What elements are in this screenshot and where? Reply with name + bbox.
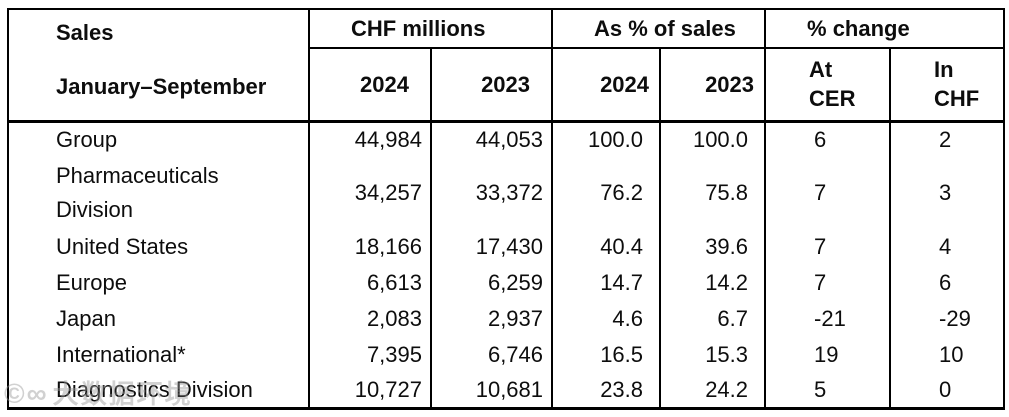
change-at-cer-value: 5 — [764, 373, 891, 409]
header-at-cer-line2: CER — [809, 86, 856, 112]
chf-2024-value: 7,395 — [308, 337, 431, 373]
change-in-chf-value: 3 — [889, 157, 1005, 229]
change-in-chf-value: 10 — [889, 337, 1005, 373]
header-sales-period: January–September — [56, 73, 267, 99]
pct-2023-value: 39.6 — [659, 229, 766, 265]
change-at-cer-value: 19 — [764, 337, 891, 373]
header-at-cer-line1: At — [809, 57, 833, 83]
table-row-group: Group 44,984 44,053 100.0 100.0 6 2 — [8, 121, 1005, 157]
table-row-international: International* 7,395 6,746 16.5 15.3 19 … — [8, 337, 1005, 373]
pct-2024-value: 76.2 — [551, 157, 661, 229]
header-in-chf-line1: In — [934, 57, 954, 83]
row-label: Group — [56, 126, 118, 152]
change-at-cer-value: 7 — [764, 265, 891, 301]
pct-2024-value: 40.4 — [551, 229, 661, 265]
change-at-cer-value: -21 — [764, 301, 891, 337]
row-label: Diagnostics Division — [56, 377, 253, 402]
chf-2024-value: 10,727 — [308, 373, 431, 409]
change-in-chf-value: 4 — [889, 229, 1005, 265]
pct-2023-value: 100.0 — [659, 121, 766, 157]
chf-2024-value: 44,984 — [308, 121, 431, 157]
change-in-chf-value: -29 — [889, 301, 1005, 337]
pct-2023-value: 24.2 — [659, 373, 766, 409]
change-in-chf-value: 6 — [889, 265, 1005, 301]
table-row-europe: Europe 6,613 6,259 14.7 14.2 7 6 — [8, 265, 1005, 301]
row-label: International* — [56, 342, 186, 367]
pct-2023-value: 15.3 — [659, 337, 766, 373]
header-subcolumn-row: 2024 2023 2024 2023 At CER In CHF — [8, 48, 1005, 123]
table-row-diagnostics-division: Diagnostics Division 10,727 10,681 23.8 … — [8, 373, 1005, 409]
pct-2024-value: 23.8 — [551, 373, 661, 409]
row-label: Japan — [56, 306, 116, 331]
table-row-japan: Japan 2,083 2,937 4.6 6.7 -21 -29 — [8, 301, 1005, 337]
header-group-pct-change: % change — [764, 9, 1005, 49]
chf-2023-value: 17,430 — [429, 229, 553, 265]
header-sales-title: Sales — [56, 20, 114, 45]
chf-2024-value: 2,083 — [308, 301, 431, 337]
chf-2024-value: 34,257 — [308, 157, 431, 229]
row-label: United States — [56, 234, 189, 259]
chf-2023-value: 33,372 — [429, 157, 553, 229]
pct-2024-value: 4.6 — [551, 301, 661, 337]
chf-2023-value: 6,746 — [429, 337, 553, 373]
chf-2024-value: 6,613 — [308, 265, 431, 301]
header-at-cer: At CER — [764, 48, 891, 123]
chf-2023-value: 44,053 — [429, 121, 553, 157]
pct-2023-value: 14.2 — [659, 265, 766, 301]
change-at-cer-value: 7 — [764, 229, 891, 265]
header-in-chf-line2: CHF — [934, 86, 980, 112]
header-group-chf-millions: CHF millions — [307, 9, 553, 49]
chf-2023-value: 6,259 — [429, 265, 553, 301]
change-in-chf-value: 2 — [889, 121, 1005, 157]
header-pct-2023: 2023 — [659, 48, 766, 123]
header-sales-cell: Sales January–September — [8, 9, 310, 123]
chf-2023-value: 2,937 — [429, 301, 553, 337]
change-at-cer-value: 7 — [764, 157, 891, 229]
header-chf-2023: 2023 — [429, 48, 553, 123]
header-group-as-pct-of-sales: As % of sales — [551, 9, 766, 49]
pct-2023-value: 75.8 — [659, 157, 766, 229]
header-chf-2024: 2024 — [308, 48, 431, 123]
sales-table: Sales January–September CHF millions As … — [7, 8, 1006, 410]
pct-2024-value: 14.7 — [551, 265, 661, 301]
table-row-united-states: United States 18,166 17,430 40.4 39.6 7 … — [8, 229, 1005, 265]
change-at-cer-value: 6 — [764, 121, 891, 157]
table-header: Sales January–September CHF millions As … — [8, 9, 1005, 123]
table-row-pharmaceuticals-division: Pharmaceuticals Division 34,257 33,372 7… — [8, 157, 1005, 229]
change-in-chf-value: 0 — [889, 373, 1005, 409]
pct-2023-value: 6.7 — [659, 301, 766, 337]
row-label: Europe — [56, 270, 127, 295]
pct-2024-value: 16.5 — [551, 337, 661, 373]
header-pct-2024: 2024 — [551, 48, 661, 123]
pct-2024-value: 100.0 — [551, 121, 661, 157]
chf-2023-value: 10,681 — [429, 373, 553, 409]
header-group-row: Sales January–September CHF millions As … — [8, 9, 1005, 123]
chf-2024-value: 18,166 — [308, 229, 431, 265]
row-label: Pharmaceuticals Division — [56, 163, 219, 222]
header-in-chf: In CHF — [889, 48, 1005, 123]
table-body: Group 44,984 44,053 100.0 100.0 6 2 Phar… — [8, 121, 1005, 409]
